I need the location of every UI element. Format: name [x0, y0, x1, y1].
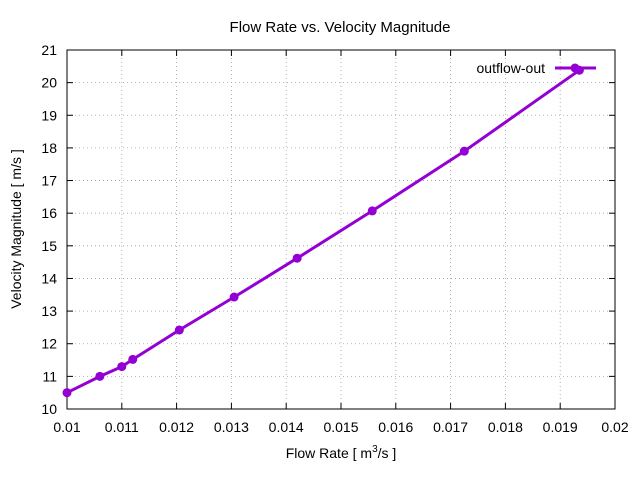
data-point — [459, 146, 469, 156]
y-tick-label: 19 — [41, 107, 57, 123]
data-point — [229, 292, 239, 302]
x-tick-label: 0.012 — [159, 419, 194, 435]
x-tick-label: 0.018 — [488, 419, 523, 435]
grid — [67, 50, 615, 409]
y-tick-label: 16 — [41, 205, 57, 221]
x-tick-label: 0.01 — [53, 419, 80, 435]
y-tick-label: 15 — [41, 238, 57, 254]
x-axis-label: Flow Rate [ m3/s ] — [286, 444, 397, 461]
data-point — [117, 362, 127, 372]
y-axis-label: Velocity Magnitude [ m/s ] — [8, 149, 24, 309]
legend-label: outflow-out — [477, 60, 546, 76]
x-axis-label-main: Flow Rate [ m — [286, 445, 372, 461]
y-tick-label: 18 — [41, 140, 57, 156]
y-tick-label: 21 — [41, 42, 57, 58]
y-tick-label: 11 — [42, 368, 57, 384]
x-axis-label-tail: /s ] — [378, 445, 397, 461]
y-tick-label: 14 — [41, 270, 57, 286]
legend: outflow-out — [477, 60, 596, 76]
y-tick-label: 17 — [41, 173, 57, 189]
ticks — [66, 49, 616, 410]
tick-labels: 0.01 0.011 0.012 0.013 0.014 0.015 0.016 0.017 0… — [41, 42, 628, 435]
x-tick-label: 0.011 — [105, 419, 139, 435]
x-tick-label: 0.014 — [269, 419, 304, 435]
x-tick-label: 0.02 — [601, 419, 628, 435]
x-tick-label: 0.016 — [378, 419, 413, 435]
y-tick-label: 12 — [41, 336, 57, 352]
y-tick-label: 10 — [41, 401, 57, 417]
x-tick-label: 0.019 — [543, 419, 578, 435]
legend-marker-sample — [570, 63, 580, 73]
y-tick-label: 20 — [41, 75, 57, 91]
data-point — [62, 388, 72, 398]
data-point — [95, 371, 105, 381]
data-point — [292, 253, 302, 263]
series-line — [66, 68, 581, 395]
x-tick-label: 0.013 — [214, 419, 249, 435]
x-tick-label: 0.017 — [433, 419, 468, 435]
x-axis-label-superscript: 3 — [372, 444, 378, 455]
series-layer — [62, 65, 584, 398]
data-point — [367, 206, 377, 216]
y-tick-label: 13 — [41, 303, 57, 319]
data-point — [128, 354, 138, 364]
x-tick-label: 0.015 — [323, 419, 358, 435]
chart-title: Flow Rate vs. Velocity Magnitude — [230, 19, 451, 36]
data-point — [174, 325, 184, 335]
